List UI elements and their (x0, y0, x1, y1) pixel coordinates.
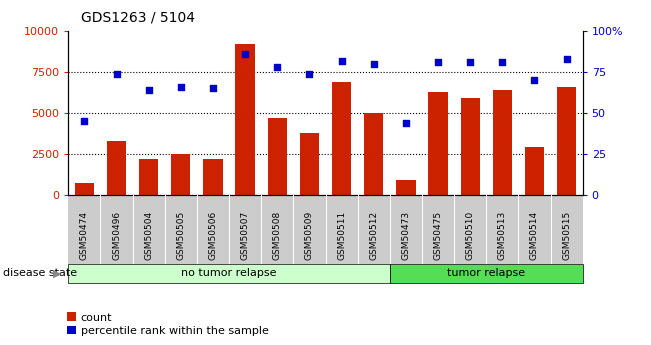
Text: GSM50496: GSM50496 (112, 211, 121, 260)
Point (79, 118, 90, 124)
Bar (236, 44, 255, 195)
Bar (460, 98, 480, 195)
Point (176, 84, 186, 90)
Point (497, 59, 508, 65)
Bar (139, 159, 158, 195)
Text: GSM50508: GSM50508 (273, 211, 282, 260)
Point (529, 78, 540, 83)
Text: tumor relapse: tumor relapse (447, 268, 525, 278)
Text: GSM50473: GSM50473 (402, 211, 410, 260)
Text: GSM50512: GSM50512 (369, 211, 378, 260)
Bar (428, 92, 448, 195)
Text: GSM50506: GSM50506 (208, 211, 217, 260)
Text: no tumor relapse: no tumor relapse (182, 268, 277, 278)
Bar (525, 147, 544, 195)
Text: GSM50511: GSM50511 (337, 211, 346, 260)
Bar (493, 90, 512, 195)
Text: GSM50475: GSM50475 (434, 211, 443, 260)
Text: GSM50504: GSM50504 (145, 211, 153, 260)
Point (561, 56, 572, 62)
Bar (364, 113, 383, 195)
Point (304, 71, 314, 77)
Legend: count, percentile rank within the sample: count, percentile rank within the sample (68, 313, 269, 336)
Text: GSM50474: GSM50474 (80, 211, 89, 260)
Bar (268, 118, 287, 195)
Bar (107, 141, 126, 195)
Text: GDS1263 / 5104: GDS1263 / 5104 (81, 10, 195, 24)
Point (143, 87, 154, 93)
Point (337, 58, 347, 63)
Point (111, 71, 122, 77)
Point (368, 61, 379, 67)
Point (400, 120, 411, 126)
Point (208, 86, 218, 91)
Text: GSM50505: GSM50505 (176, 211, 186, 260)
Bar (396, 180, 415, 195)
Point (272, 64, 283, 70)
Bar (75, 184, 94, 195)
Bar (203, 159, 223, 195)
Text: GSM50514: GSM50514 (530, 211, 539, 260)
Point (240, 51, 251, 57)
Bar (557, 87, 576, 195)
Point (433, 59, 443, 65)
Bar (299, 133, 319, 195)
Text: GSM50509: GSM50509 (305, 211, 314, 260)
Bar (332, 82, 352, 195)
Text: GSM50507: GSM50507 (241, 211, 249, 260)
Text: GSM50513: GSM50513 (498, 211, 506, 260)
Point (465, 59, 475, 65)
Text: GSM50515: GSM50515 (562, 211, 571, 260)
Bar (171, 154, 191, 195)
Text: disease state: disease state (3, 268, 77, 278)
Text: ▶: ▶ (53, 268, 62, 278)
Text: GSM50510: GSM50510 (465, 211, 475, 260)
